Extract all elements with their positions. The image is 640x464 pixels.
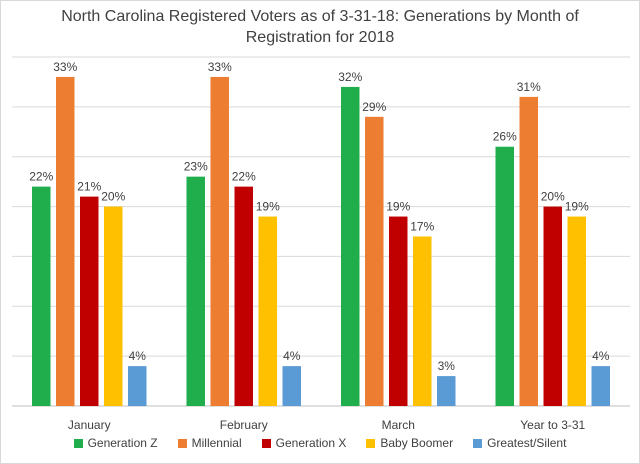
legend-label: Generation Z (87, 436, 158, 450)
bar (495, 146, 514, 406)
bar (258, 216, 277, 406)
data-label: 19% (256, 200, 280, 214)
data-label: 26% (493, 130, 517, 144)
x-tick-label: January (68, 418, 111, 432)
chart-title-line-2: Registration for 2018 (245, 29, 395, 46)
legend-item: Generation X (261, 436, 347, 450)
bar (591, 366, 610, 406)
legend-label: Millennial (191, 436, 242, 450)
legend-swatch (473, 438, 483, 448)
data-label: 19% (565, 200, 589, 214)
bar (186, 176, 205, 406)
data-label: 17% (410, 219, 434, 233)
data-label: 4% (283, 349, 301, 363)
bar (341, 86, 360, 407)
bar (413, 236, 432, 406)
bar (437, 376, 456, 406)
bar (519, 96, 538, 406)
data-label: 32% (338, 70, 362, 84)
bar (389, 216, 408, 406)
legend-swatch (73, 438, 83, 448)
bar (282, 366, 301, 406)
data-label: 20% (101, 190, 125, 204)
bar (234, 186, 253, 406)
data-label: 22% (232, 170, 256, 184)
chart-legend: Generation Z Millennial Generation X Baby B… (0, 436, 640, 450)
bar (365, 116, 384, 406)
legend-swatch (261, 438, 271, 448)
legend-label: Greatest/Silent (487, 436, 567, 450)
bar (104, 206, 123, 406)
data-label: 29% (362, 100, 386, 114)
data-label: 33% (53, 60, 77, 74)
data-label: 4% (592, 349, 610, 363)
chart-title-line-1: North Carolina Registered Voters as of 3… (61, 8, 579, 25)
data-label: 19% (386, 200, 410, 214)
x-tick-label: March (382, 418, 415, 432)
data-label: 23% (184, 160, 208, 174)
bar (567, 216, 586, 406)
legend-swatch (366, 438, 376, 448)
data-label: 31% (517, 80, 541, 94)
legend-label: Generation X (275, 436, 347, 450)
legend-item: Millennial (177, 436, 242, 450)
legend-item: Generation Z (73, 436, 158, 450)
legend-item: Baby Boomer (366, 436, 453, 450)
chart-title: North Carolina Registered Voters as of 3… (0, 6, 640, 48)
data-label: 4% (129, 349, 147, 363)
legend-swatch (177, 438, 187, 448)
x-tick-label: Year to 3-31 (520, 418, 585, 432)
legend-label: Baby Boomer (380, 436, 454, 450)
data-label: 21% (77, 180, 101, 194)
bar (80, 196, 99, 406)
data-label: 3% (438, 359, 456, 373)
data-label: 22% (29, 170, 53, 184)
data-label: 33% (208, 60, 232, 74)
bar (56, 76, 75, 406)
bar (210, 76, 229, 406)
bar (543, 206, 562, 406)
legend-item: Greatest/Silent (473, 436, 566, 450)
data-label: 20% (541, 190, 565, 204)
bar (128, 366, 147, 406)
x-tick-label: February (220, 418, 268, 432)
bar (32, 186, 51, 406)
